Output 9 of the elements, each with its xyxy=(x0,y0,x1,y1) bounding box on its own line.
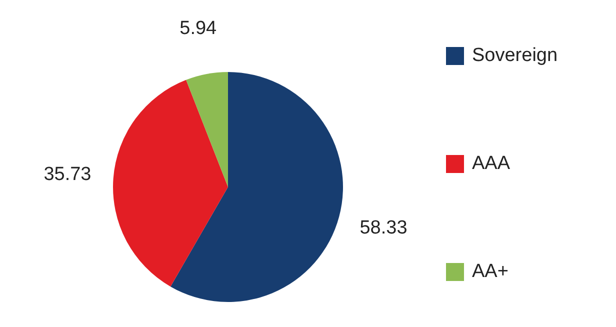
legend-label: AA+ xyxy=(472,261,508,282)
legend-label: Sovereign xyxy=(472,45,558,66)
data-label: 35.73 xyxy=(44,164,92,185)
data-label: 5.94 xyxy=(180,18,218,39)
pie-slice xyxy=(113,80,228,287)
data-label: 58.33 xyxy=(360,218,408,239)
pie-slice xyxy=(186,72,228,187)
legend-label: AAA xyxy=(472,153,510,174)
pie-slice xyxy=(170,72,343,302)
